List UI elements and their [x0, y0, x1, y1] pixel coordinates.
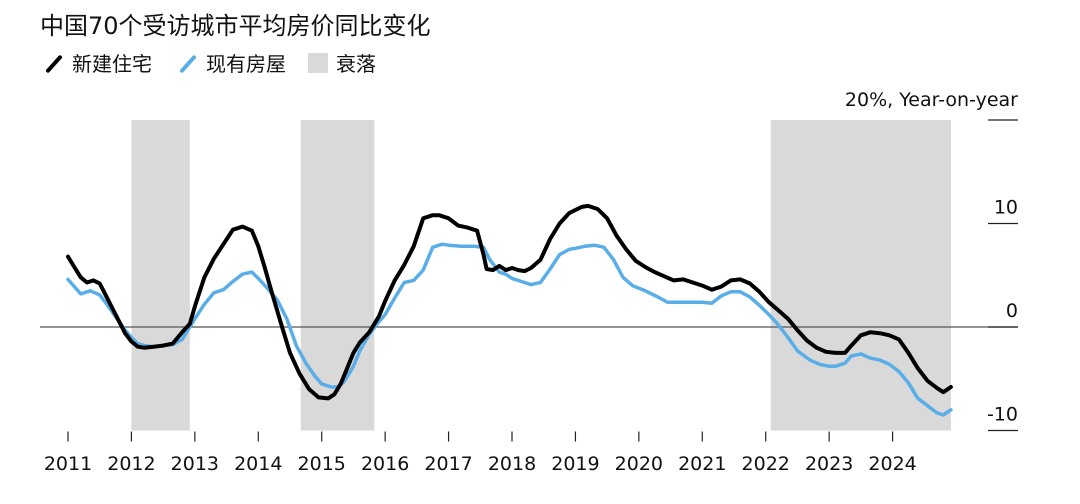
- shaded-period-1: [131, 120, 190, 431]
- x-tick-label-2018: 2018: [488, 453, 536, 475]
- x-tick-label-2022: 2022: [742, 453, 790, 475]
- x-tick-label-2016: 2016: [361, 453, 409, 475]
- y-axis: -10 0 10 20%, Year-on-year: [845, 89, 1018, 432]
- x-tick-label-2015: 2015: [298, 453, 346, 475]
- chart-title: 中国70个受访城市平均房价同比变化: [40, 12, 431, 40]
- series-line-existing-homes: [66, 242, 953, 417]
- y-tick-label--10: -10: [987, 404, 1018, 426]
- shaded-period-2: [300, 120, 375, 431]
- x-axis: 2011 2012 2013 2014 2015 2016 2017 2018 2019 2020…: [44, 431, 917, 475]
- legend-label-new-homes: 新建住宅: [72, 52, 152, 76]
- y-tick-label-0: 0: [1006, 300, 1018, 322]
- x-tick-label-2023: 2023: [805, 453, 853, 475]
- x-tick-label-2017: 2017: [424, 453, 472, 475]
- x-tick-label-2019: 2019: [551, 453, 599, 475]
- series-lines: [66, 203, 953, 417]
- legend: 新建住宅 现有房屋 衰落: [40, 48, 376, 77]
- shaded-period-3: [770, 120, 951, 431]
- x-tick-label-2024: 2024: [868, 453, 916, 475]
- legend-item-new-homes: 新建住宅: [40, 48, 152, 77]
- shaded-periods: [131, 120, 951, 431]
- y-axis-unit-label: 20%, Year-on-year: [845, 89, 1018, 111]
- x-tick-label-2020: 2020: [615, 453, 663, 475]
- x-tick-label-2012: 2012: [107, 453, 155, 475]
- x-tick-label-2021: 2021: [678, 453, 726, 475]
- legend-swatch-downturn: [308, 52, 328, 73]
- legend-label-downturn: 衰落: [336, 52, 376, 76]
- x-tick-label-2014: 2014: [234, 453, 282, 475]
- legend-item-existing-homes: 现有房屋: [174, 48, 286, 77]
- y-tick-label-10: 10: [994, 197, 1018, 219]
- legend-label-existing-homes: 现有房屋: [206, 52, 286, 76]
- x-tick-label-2011: 2011: [44, 453, 92, 475]
- series-line-new-homes: [66, 203, 953, 401]
- legend-item-downturn: 衰落: [308, 48, 376, 77]
- x-tick-label-2013: 2013: [171, 453, 219, 475]
